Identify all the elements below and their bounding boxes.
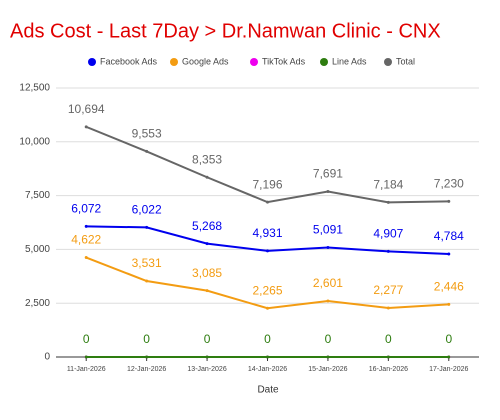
x-tick-label: 13-Jan-2026 [187, 366, 226, 373]
data-label: 4,784 [434, 229, 464, 243]
y-tick-label: 12,500 [19, 83, 50, 94]
legend-label: Line Ads [332, 56, 367, 66]
data-label: 0 [204, 332, 211, 346]
legend-marker [320, 58, 328, 66]
point [145, 355, 149, 359]
x-axis-label: Date [257, 385, 279, 396]
data-label: 5,091 [313, 223, 343, 237]
data-label: 7,691 [313, 167, 343, 181]
legend-marker [384, 58, 392, 66]
y-tick-label: 2,500 [25, 298, 50, 309]
legend-marker [88, 58, 96, 66]
x-tick-label: 15-Jan-2026 [308, 366, 347, 373]
point [266, 306, 269, 310]
legend-label: Total [396, 56, 415, 66]
data-label: 4,931 [252, 226, 282, 240]
point [266, 249, 269, 253]
data-label: 10,694 [68, 102, 105, 116]
x-tick-label: 12-Jan-2026 [127, 366, 166, 373]
data-label: 0 [83, 332, 90, 346]
point [326, 189, 330, 193]
chart-title: Ads Cost - Last 7Day > Dr.Namwan Clinic … [10, 20, 441, 42]
point [84, 355, 88, 359]
data-label: 8,353 [192, 152, 222, 166]
point [205, 289, 209, 293]
data-label: 3,531 [132, 256, 162, 270]
y-tick-label: 0 [44, 352, 50, 363]
data-label: 2,265 [252, 283, 282, 297]
point [447, 302, 451, 306]
point [386, 355, 390, 359]
data-label: 7,230 [434, 177, 464, 191]
y-tick-label: 10,000 [19, 136, 50, 147]
point [266, 355, 269, 359]
y-tick-label: 5,000 [25, 244, 50, 255]
data-label: 3,085 [192, 266, 222, 280]
x-tick-label: 14-Jan-2026 [248, 366, 287, 373]
data-label: 0 [143, 332, 150, 346]
point [447, 199, 451, 203]
data-label: 6,072 [71, 202, 101, 216]
x-tick-label: 17-Jan-2026 [429, 366, 468, 373]
point [145, 149, 149, 153]
x-tick-label: 16-Jan-2026 [369, 366, 408, 373]
x-tick-label: 11-Jan-2026 [67, 366, 106, 373]
point [145, 279, 149, 283]
point [145, 225, 149, 229]
legend-label: Google Ads [182, 56, 229, 66]
point [386, 200, 390, 204]
legend-marker [170, 58, 178, 66]
data-label: 0 [445, 332, 452, 346]
point [447, 355, 451, 359]
point [326, 355, 330, 359]
point [84, 125, 88, 129]
data-label: 7,184 [373, 178, 403, 192]
point [326, 245, 330, 249]
data-label: 4,907 [373, 227, 403, 241]
data-label: 9,553 [132, 127, 162, 141]
data-label: 2,446 [434, 280, 464, 294]
point [205, 175, 209, 179]
point [205, 242, 209, 246]
legend-marker [250, 58, 258, 66]
point [205, 355, 209, 359]
data-label: 4,622 [71, 233, 101, 247]
data-label: 2,601 [313, 276, 343, 290]
point [326, 299, 330, 303]
data-label: 5,268 [192, 219, 222, 233]
data-label: 0 [264, 332, 271, 346]
y-tick-label: 7,500 [25, 190, 50, 201]
point [447, 252, 451, 256]
point [266, 200, 269, 204]
legend-label: Facebook Ads [100, 56, 158, 66]
point [386, 249, 390, 253]
data-label: 0 [385, 332, 392, 346]
point [84, 224, 88, 228]
data-label: 6,022 [132, 203, 162, 217]
data-label: 7,196 [252, 177, 282, 191]
point [84, 256, 88, 260]
data-label: 2,277 [373, 283, 403, 297]
legend-label: TikTok Ads [262, 56, 306, 66]
data-label: 0 [325, 332, 332, 346]
point [386, 306, 390, 310]
